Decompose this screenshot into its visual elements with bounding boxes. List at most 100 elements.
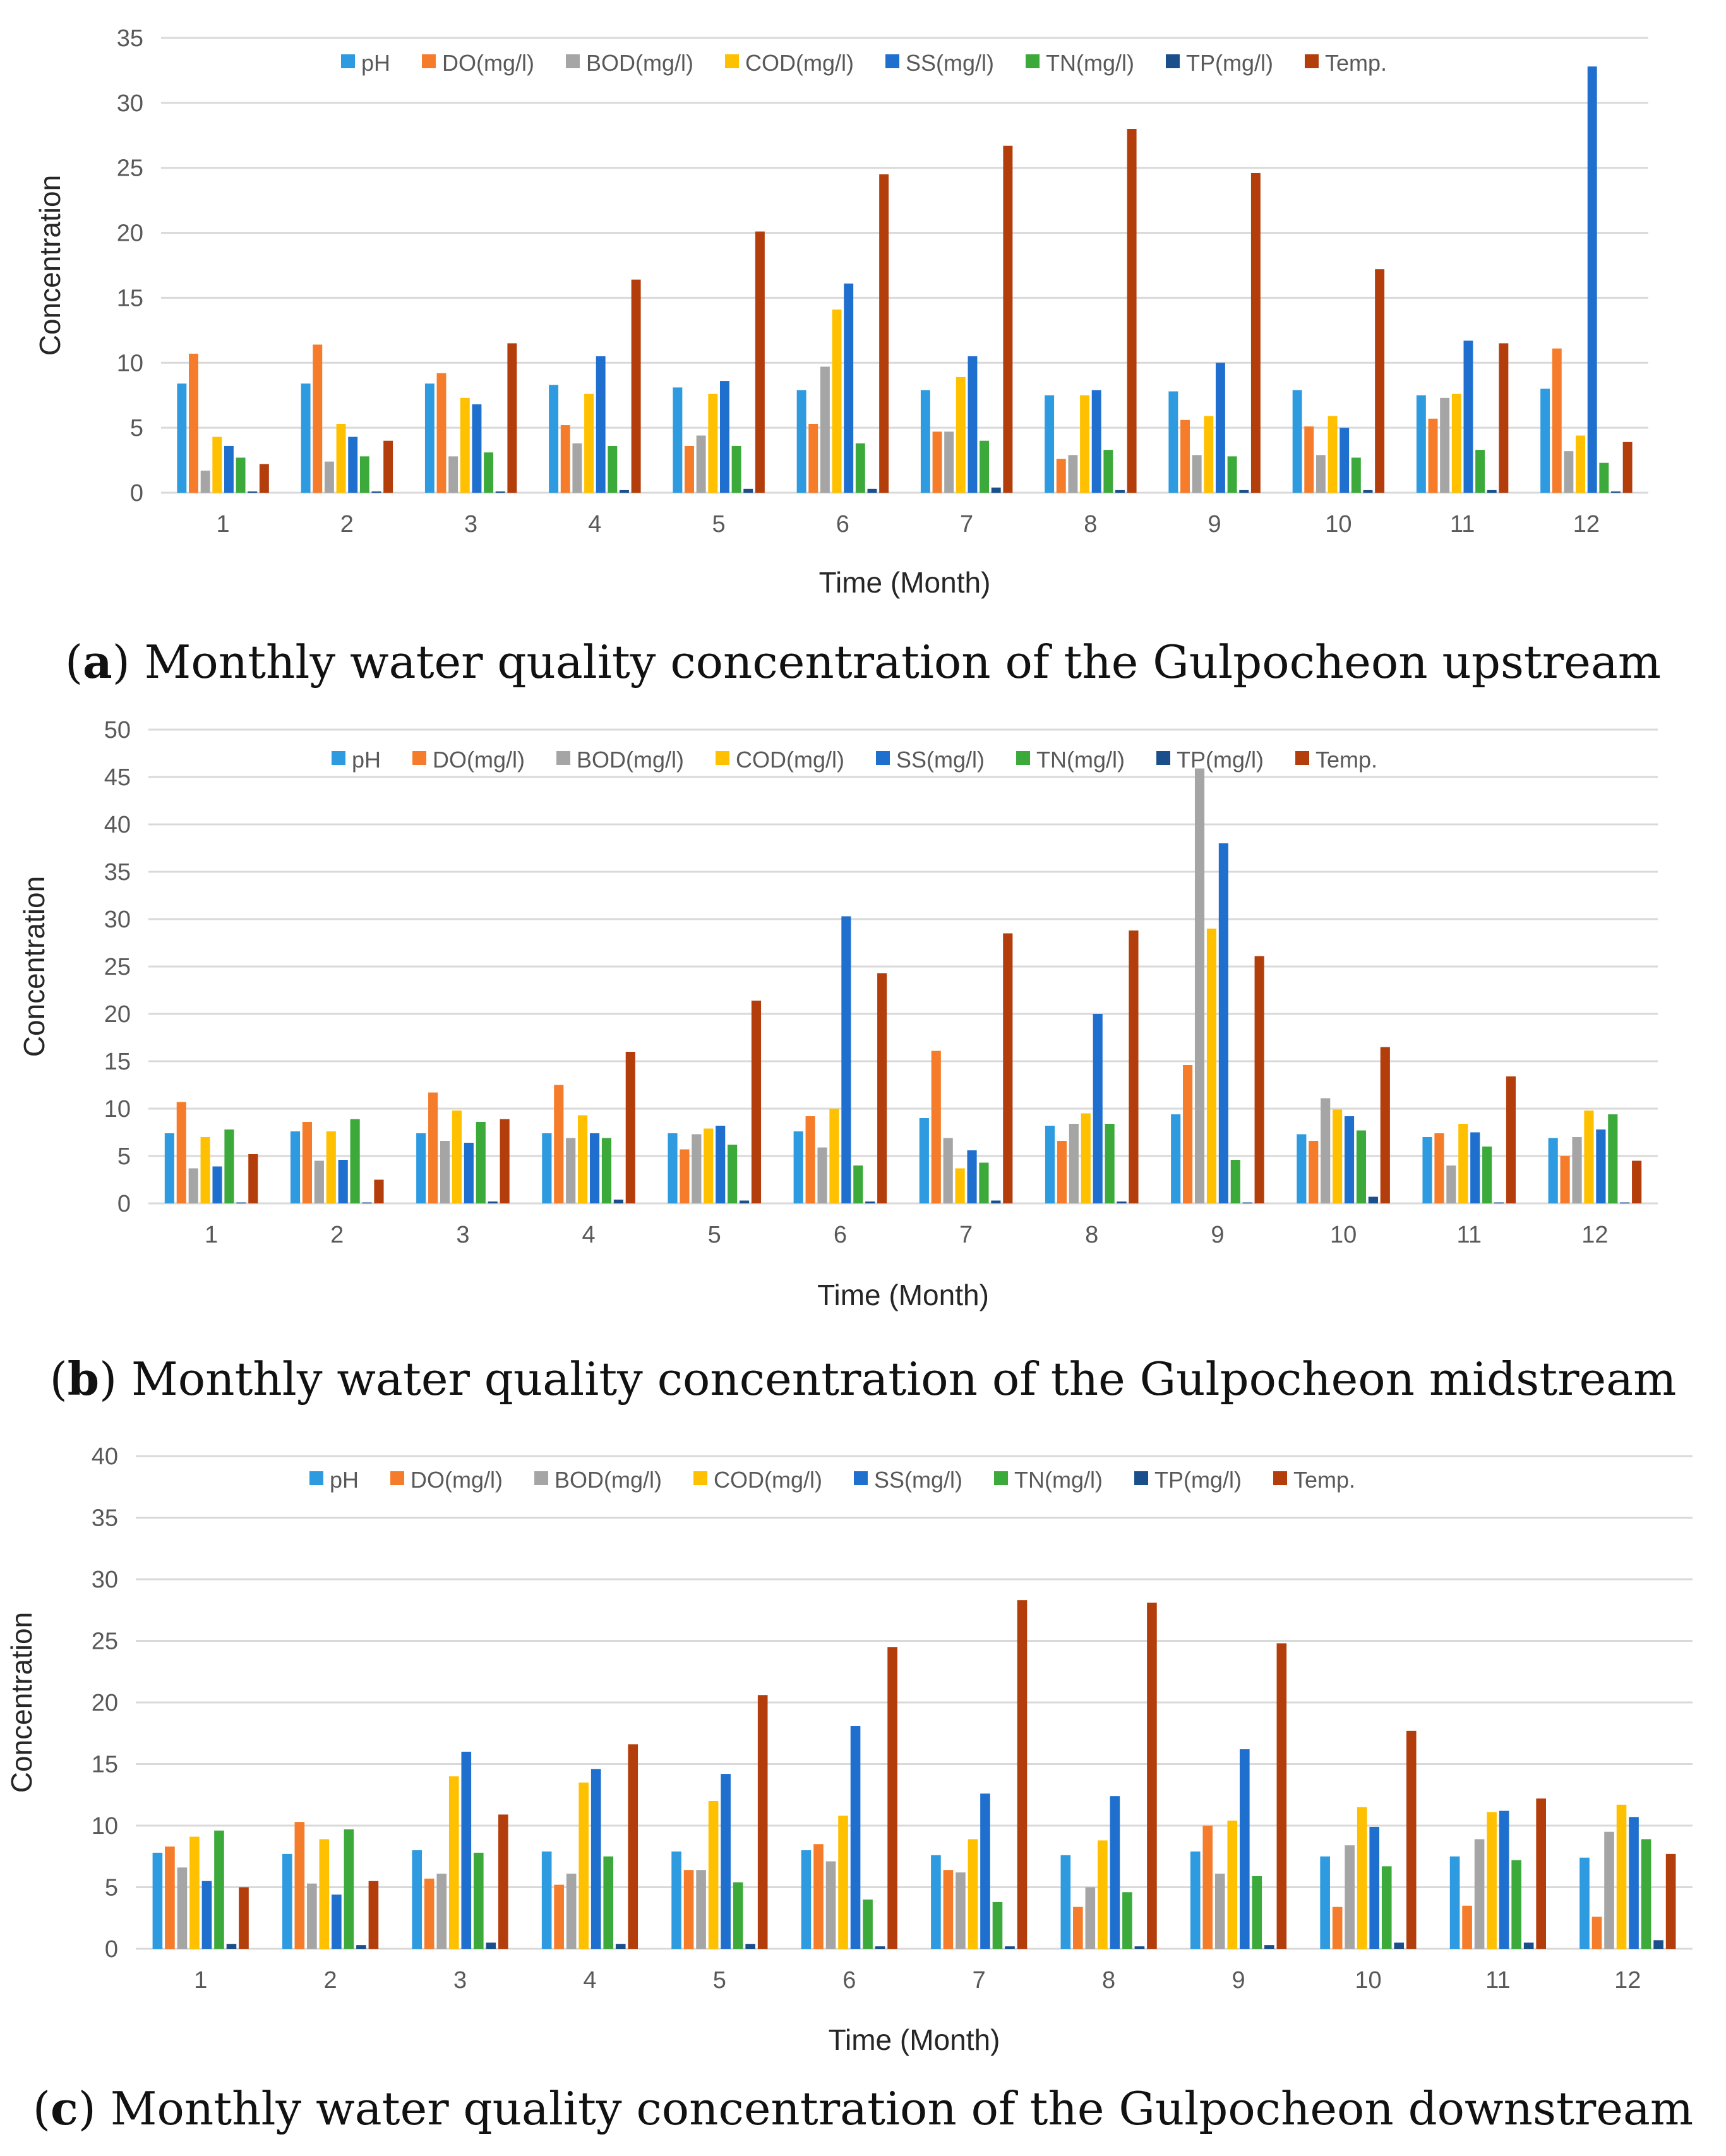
y-tick-label: 25 <box>117 155 143 182</box>
bar-bod <box>1446 1165 1456 1203</box>
bar-cod <box>708 394 718 493</box>
x-tick-label: 12 <box>1573 511 1600 538</box>
bar-cod <box>336 423 346 493</box>
bar-tp <box>236 1202 246 1203</box>
x-tick-label: 6 <box>836 511 849 538</box>
caption-label: b <box>67 1352 100 1406</box>
y-tick-label: 0 <box>117 1191 131 1217</box>
bar-cod <box>1458 1124 1468 1203</box>
bar-tp <box>356 1945 366 1949</box>
bar-ph <box>1540 388 1550 493</box>
bar-ph <box>919 1118 929 1203</box>
bar-do <box>932 431 942 493</box>
y-tick-label: 0 <box>130 480 143 507</box>
bar-ph <box>668 1133 678 1203</box>
bar-tn <box>733 1882 743 1949</box>
bar-ss <box>1463 340 1473 493</box>
bar-temp <box>757 1695 768 1949</box>
bar-ph <box>282 1853 292 1949</box>
bar-ph <box>796 390 806 493</box>
bar-ss <box>332 1894 342 1949</box>
legend-swatch <box>1166 54 1180 68</box>
bar-ss <box>464 1143 474 1203</box>
y-tick-label: 25 <box>92 1629 118 1655</box>
bar-tp <box>1487 490 1497 493</box>
bar-ss <box>589 1133 600 1203</box>
bar-cod <box>578 1782 589 1949</box>
bar-ss <box>1239 1749 1250 1949</box>
bar-ph <box>801 1850 812 1949</box>
x-tick-label: 12 <box>1581 1222 1608 1248</box>
bar-tp <box>875 1946 885 1949</box>
bar-ss <box>596 356 606 493</box>
x-tick-label: 3 <box>453 1967 467 1994</box>
bar-do <box>943 1870 954 1949</box>
bar-ph <box>152 1852 163 1949</box>
bar-do <box>1552 348 1562 493</box>
bar-cod <box>1357 1807 1367 1949</box>
legend-label: TP(mg/l) <box>1186 50 1273 76</box>
bar-bod <box>1604 1831 1614 1949</box>
bar-do <box>1056 459 1066 493</box>
bar-ph <box>549 385 559 493</box>
y-tick-label: 20 <box>117 220 143 247</box>
x-tick-label: 6 <box>842 1967 856 1994</box>
bar-tp <box>743 488 753 493</box>
legend-swatch <box>1305 54 1319 68</box>
bar-bod <box>1315 455 1326 493</box>
legend-label: Temp. <box>1293 1467 1355 1493</box>
bar-cod <box>704 1128 714 1203</box>
x-tick-label: 1 <box>217 511 230 538</box>
bar-tn <box>603 1856 614 1949</box>
legend-label: COD(mg/l) <box>736 747 844 773</box>
bar-tn <box>608 445 618 493</box>
bar-temp <box>383 440 393 493</box>
bar-tp <box>495 491 505 493</box>
bar-bod <box>944 431 954 493</box>
bar-do <box>176 1102 186 1203</box>
bar-ss <box>472 404 482 493</box>
bar-tn <box>1351 457 1361 493</box>
legend-label: DO(mg/l) <box>411 1467 503 1493</box>
bar-do <box>560 425 570 493</box>
bar-do <box>1462 1905 1472 1949</box>
bar-bod <box>696 435 706 493</box>
x-tick-label: 5 <box>708 1222 721 1248</box>
bar-tn <box>1122 1892 1132 1949</box>
bar-ss <box>1218 843 1228 1203</box>
bar-ss <box>844 283 854 493</box>
y-tick-label: 50 <box>104 717 131 744</box>
bar-tp <box>739 1200 750 1203</box>
bar-cod <box>1098 1840 1108 1949</box>
legend-label: pH <box>361 50 390 76</box>
x-tick-label: 5 <box>712 511 726 538</box>
legend-swatch <box>693 1471 708 1485</box>
bar-cod <box>1081 1113 1091 1203</box>
bar-ph <box>1422 1137 1432 1203</box>
bar-tn <box>853 1165 863 1203</box>
x-tick-label: 1 <box>194 1967 207 1994</box>
legend-label: DO(mg/l) <box>433 747 525 773</box>
x-tick-label: 1 <box>205 1222 218 1248</box>
bar-temp <box>1129 930 1139 1203</box>
bar-temp <box>628 1744 638 1949</box>
bar-temp <box>1147 1603 1157 1949</box>
y-tick-label: 15 <box>104 1049 131 1075</box>
x-tick-label: 7 <box>960 511 973 538</box>
chart-panel-downstream: 0 5 10 15 20 25 30 35 40 1 2 3 4 5 6 7 8 9 10 11 12 Time (Mon… <box>0 1424 1726 2081</box>
bar-ss <box>1339 428 1350 493</box>
legend-swatch <box>422 54 436 68</box>
bar-tn <box>1475 450 1485 493</box>
legend-label: pH <box>352 747 381 773</box>
bar-tn <box>601 1138 612 1203</box>
bar-temp <box>1250 172 1261 493</box>
bar-ss <box>1499 1810 1509 1949</box>
chart-panel-midstream: 0 5 10 15 20 25 30 35 40 45 50 1 2 3 4 5 6 7 8 9 10 11 12 Time … <box>0 701 1726 1346</box>
bar-do <box>554 1884 564 1949</box>
bar-ss <box>224 445 234 493</box>
y-tick-label: 30 <box>117 90 143 117</box>
legend-swatch <box>1295 751 1310 765</box>
bar-tp <box>362 1202 372 1203</box>
